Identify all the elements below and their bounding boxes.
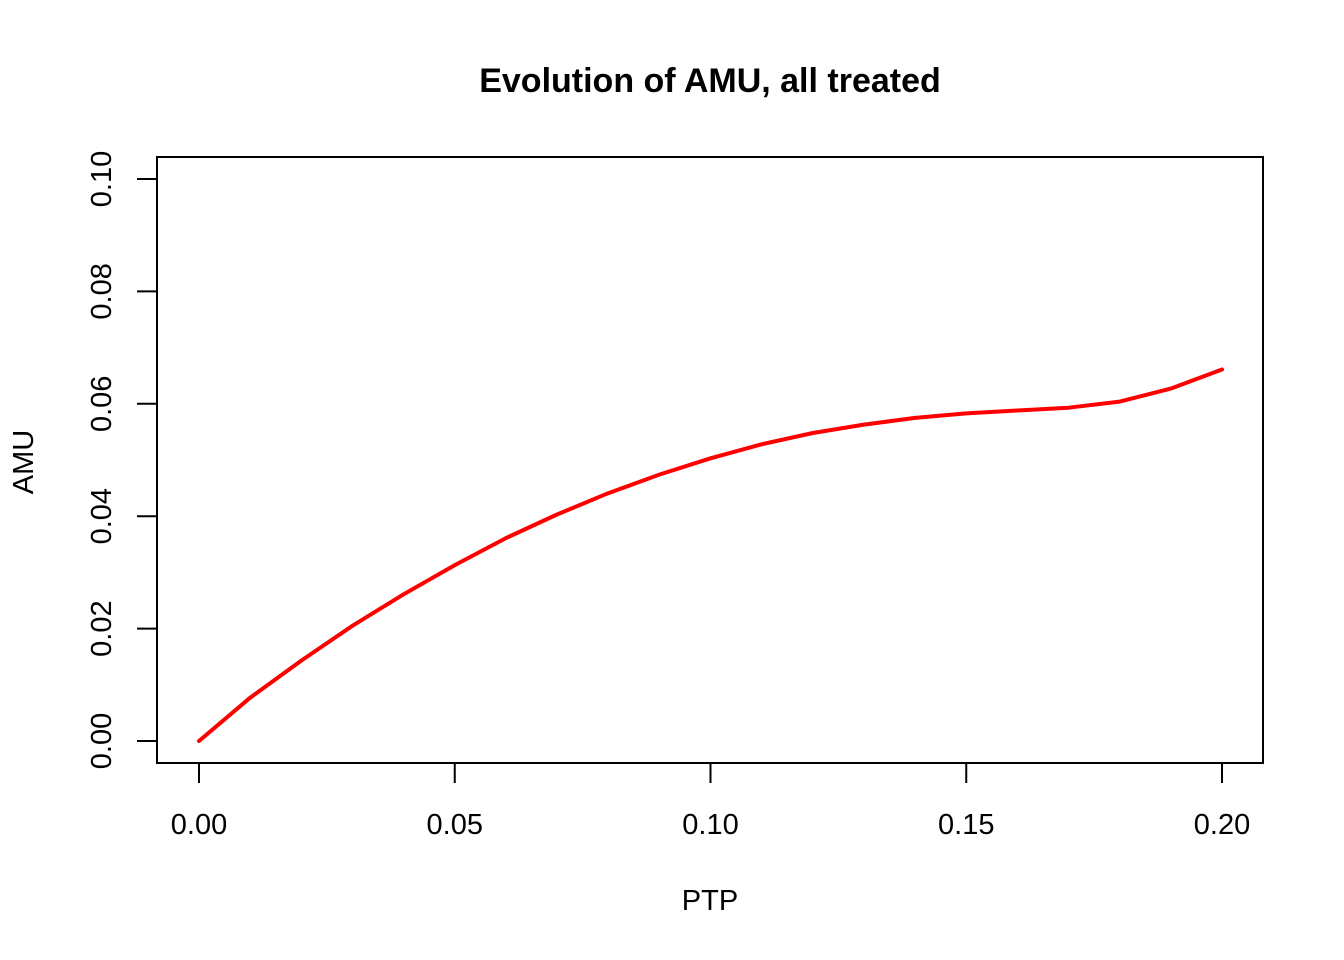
y-tick-label: 0.00 [86,713,118,769]
series-layer [197,367,1224,743]
x-tick-label: 0.10 [682,809,738,841]
y-axis-label: AMU [8,430,40,494]
x-tick-label: 0.15 [938,809,994,841]
y-tick-label: 0.02 [86,600,118,656]
x-tick-label: 0.00 [171,809,227,841]
y-axis: 0.00 0.02 0.04 0.06 0.08 0.10 [86,151,158,769]
y-tick-label: 0.04 [86,488,118,544]
x-axis-label: PTP [682,885,738,917]
series-line [197,367,1224,743]
y-tick-label: 0.08 [86,263,118,319]
chart-title: Evolution of AMU, all treated [479,62,941,100]
y-tick-label: 0.10 [86,151,118,207]
x-tick-label: 0.05 [427,809,483,841]
x-tick-label: 0.20 [1194,809,1250,841]
x-axis: 0.00 0.05 0.10 0.15 0.20 [171,762,1250,841]
y-tick-label: 0.06 [86,376,118,432]
